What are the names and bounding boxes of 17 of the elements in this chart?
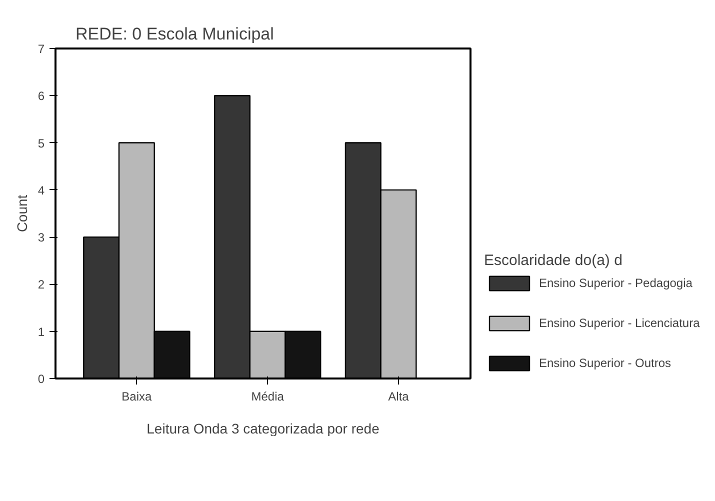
x-tick-label: Média <box>251 390 284 404</box>
y-tick-label: 4 <box>38 183 45 198</box>
y-tick-label: 2 <box>38 278 45 292</box>
y-tick-label: 0 <box>38 372 45 386</box>
legend-label: Ensino Superior - Pedagogia <box>539 275 692 292</box>
y-tick-label: 6 <box>38 89 45 104</box>
chart-title: REDE: 0 Escola Municipal <box>76 24 274 44</box>
y-tick-label: 1 <box>38 324 45 339</box>
x-tick-label: Alta <box>388 390 410 404</box>
y-tick-label: 5 <box>38 136 45 150</box>
legend-label: Ensino Superior - Outros <box>539 355 672 372</box>
y-tick-label: 7 <box>38 42 45 56</box>
y-tick-label: 3 <box>38 230 45 245</box>
legend-label: Ensino Superior - Licenciatura <box>539 315 700 332</box>
legend-title: Escolaridade do(a) d <box>484 252 624 269</box>
y-axis-title: Count <box>14 194 30 232</box>
x-tick-label: Baixa <box>122 390 152 404</box>
